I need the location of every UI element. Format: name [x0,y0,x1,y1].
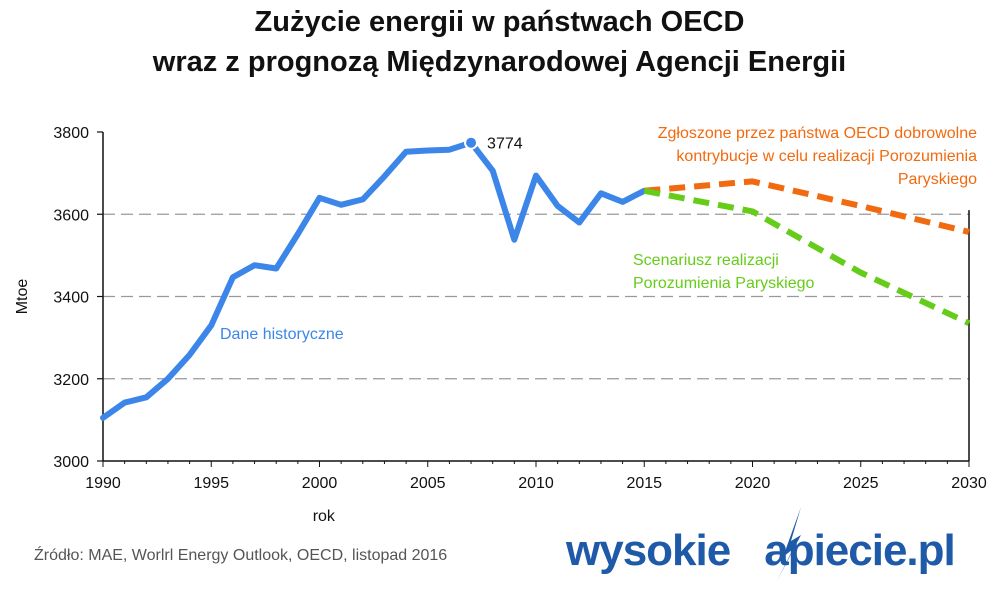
chart-title-line2: wraz z prognozą Międzynarodowej Agencji … [152,46,847,78]
x-tick-label: 2015 [626,475,662,492]
y-tick-label: 3200 [53,372,89,389]
y-tick-label: 3000 [53,454,89,471]
chart-title-line1: Zużycie energii w państwach OECD [254,6,745,38]
x-tick-label: 1995 [193,475,229,492]
label-ndc-line: Paryskiego [898,171,977,188]
x-tick-label: 1990 [85,475,121,492]
logo-text-part1: wysokie [566,526,731,575]
label-ndc-line: Zgłoszone przez państwa OECD dobrowolne [658,125,977,142]
chart-labels: 3774 Dane historyczne Zgłoszone przez pańs… [220,125,977,343]
label-paris-line: Scenariusz realizacji [633,252,779,269]
x-axis-label: rok [313,508,336,525]
x-tick-label: 2010 [518,475,554,492]
logo-text-part2: apiecie.pl [764,526,956,575]
source-note: Źródło: MAE, Worlrl Energy Outlook, OECD… [34,547,448,564]
series-lines [100,139,971,421]
y-tick-label: 3400 [53,290,89,307]
x-tick-label: 2005 [410,475,446,492]
label-historical: Dane historyczne [220,326,344,343]
series-historical [100,139,648,421]
x-tick-label: 2030 [951,475,987,492]
x-tick-label: 2020 [735,475,771,492]
peak-marker [464,135,479,150]
peak-label: 3774 [487,136,523,153]
y-tick-label: 3800 [53,125,89,142]
gridlines [103,213,969,380]
logo-bolt-icon [777,507,801,581]
x-tick-label: 2000 [302,475,338,492]
logo: wysokie apiecie.pl [566,526,956,576]
series-paris [643,187,971,326]
y-axis-label: Mtoe [14,279,31,315]
y-tick-label: 3600 [53,207,89,224]
series-ndc [644,178,970,235]
label-ndc-line: kontrybucje w celu realizacji Porozumien… [676,148,977,165]
label-paris-line: Porozumienia Paryskiego [633,275,815,292]
axes: 3000 3200 3400 3600 3800 1990 1995 2000 2005 2010… [14,125,987,525]
x-tick-label: 2025 [843,475,879,492]
